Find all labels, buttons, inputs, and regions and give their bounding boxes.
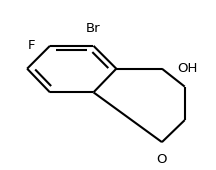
- Text: OH: OH: [178, 62, 198, 75]
- Text: Br: Br: [86, 22, 101, 35]
- Text: O: O: [157, 153, 167, 166]
- Text: F: F: [28, 39, 35, 52]
